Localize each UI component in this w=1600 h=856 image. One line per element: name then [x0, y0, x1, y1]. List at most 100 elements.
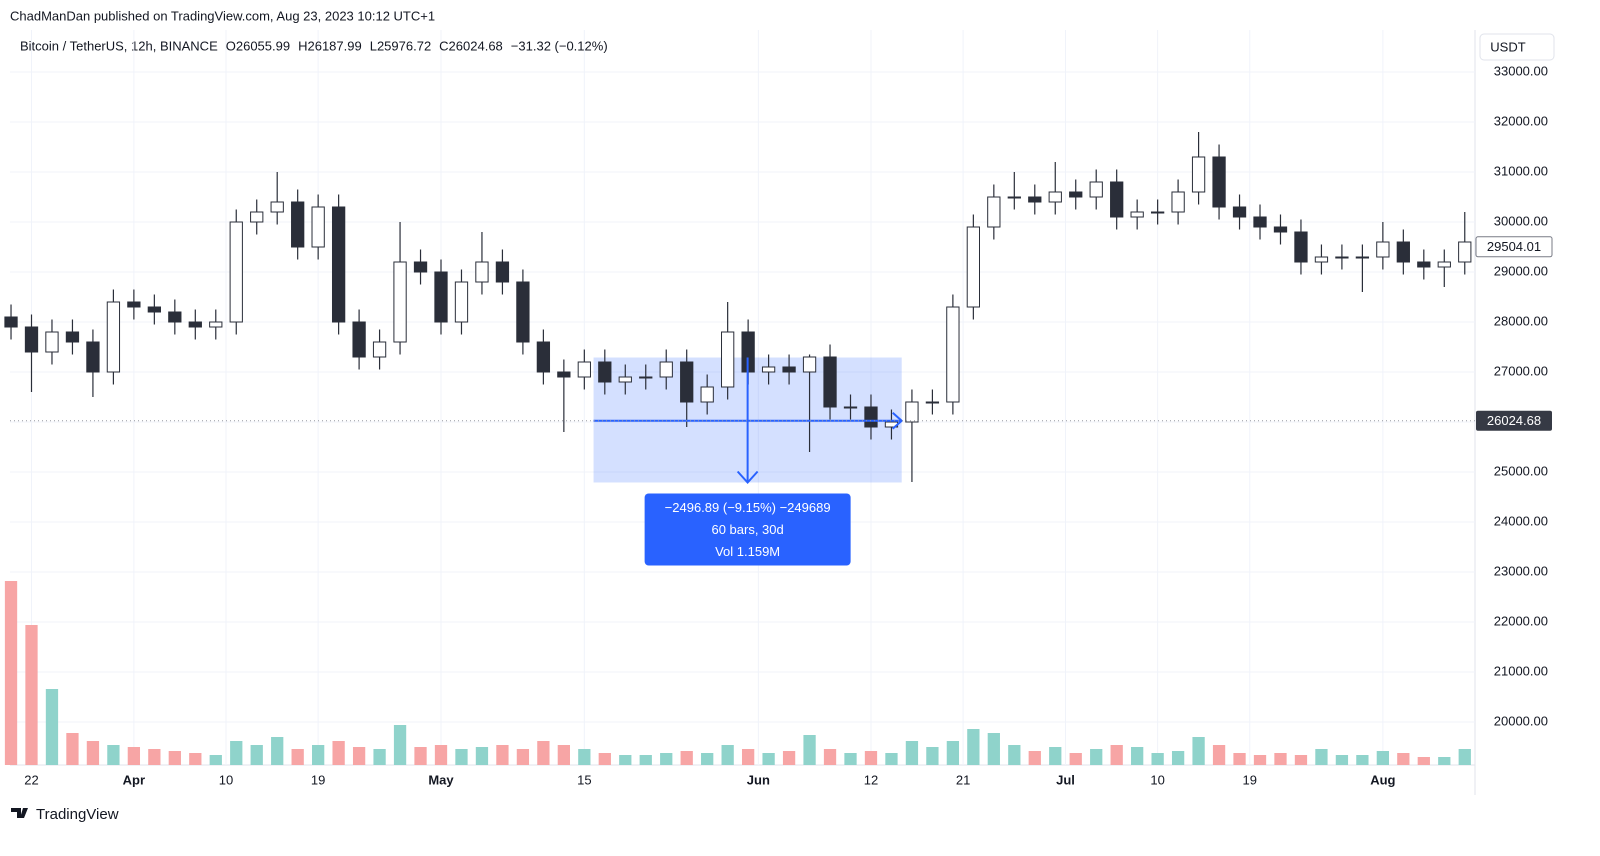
- y-tick-label: 22000.00: [1494, 613, 1548, 628]
- candle-body: [127, 301, 141, 308]
- last-price-box: [1476, 410, 1552, 431]
- candle-body: [106, 301, 121, 373]
- x-tick-label: 10: [219, 772, 233, 787]
- measure-label: 60 bars, 30d: [711, 522, 783, 537]
- volume-bar: [1212, 745, 1226, 765]
- volume-bar: [803, 735, 816, 765]
- volume-bar: [434, 745, 448, 765]
- candle-body: [24, 326, 39, 353]
- volume-bar: [1110, 745, 1123, 765]
- volume-bar: [332, 741, 345, 765]
- marked-price-box: [1475, 236, 1553, 258]
- x-tick-label: 22: [24, 772, 38, 787]
- volume-bar: [4, 581, 18, 765]
- volume-bar: [148, 749, 161, 765]
- currency-box[interactable]: [1479, 33, 1555, 61]
- candle-body: [1212, 156, 1226, 208]
- volume-bar: [885, 753, 898, 765]
- y-tick-label: 25000.00: [1494, 463, 1548, 478]
- candle-body: [802, 356, 817, 373]
- candle-body: [1417, 261, 1431, 268]
- candle-body: [1437, 261, 1451, 268]
- volume-bar: [496, 745, 509, 765]
- logo: TradingView: [11, 806, 119, 823]
- volume-bar: [967, 729, 980, 765]
- candle-body: [700, 386, 714, 403]
- candle-body: [823, 356, 837, 408]
- volume-bar: [66, 733, 79, 765]
- volume-bar: [1131, 747, 1144, 765]
- volume-bar: [516, 749, 530, 765]
- ohlc-value: −31.32 (−0.12%): [511, 38, 608, 53]
- candle-body: [331, 206, 346, 323]
- y-tick-label: 33000.00: [1494, 63, 1548, 78]
- ohlc-value: H26187.99: [298, 38, 362, 53]
- volume-bar: [762, 753, 775, 765]
- candle-body: [147, 306, 161, 313]
- candle-body: [1130, 211, 1144, 218]
- candle-body: [1273, 226, 1288, 233]
- x-tick-label: 21: [956, 772, 970, 787]
- volume-bar: [1356, 755, 1369, 765]
- y-tick-label: 20000.00: [1494, 713, 1548, 728]
- candle-body: [65, 331, 80, 343]
- candle-body: [1458, 241, 1472, 263]
- volume-bar: [537, 741, 550, 765]
- volume-bar: [1028, 751, 1041, 765]
- ohlc-value: L25976.72: [370, 38, 431, 53]
- volume-bar: [1274, 753, 1287, 765]
- candle-body: [45, 331, 59, 353]
- volume-bar: [598, 753, 611, 765]
- volume-bar: [1315, 749, 1328, 765]
- candle-body: [1232, 206, 1247, 218]
- candle-body: [291, 201, 305, 248]
- volume: [4, 581, 1471, 765]
- x-tick-label: Aug: [1370, 772, 1395, 787]
- measure-v-head: [736, 470, 759, 484]
- volume-bar: [557, 745, 570, 765]
- candle-body: [1396, 241, 1410, 263]
- candle-body: [1294, 231, 1308, 263]
- logo-icon: [11, 808, 28, 818]
- candle-body: [598, 361, 612, 383]
- candle-body: [1110, 181, 1124, 218]
- candle-body: [966, 226, 981, 308]
- candle-body: [454, 281, 469, 323]
- y-tick-label: 30000.00: [1494, 213, 1548, 228]
- volume-bar: [86, 741, 100, 765]
- volume-bar: [619, 755, 632, 765]
- volume-bar: [1397, 753, 1410, 765]
- candle-body: [536, 341, 551, 373]
- candle-body: [925, 401, 940, 404]
- candle-body: [1007, 196, 1021, 199]
- volume-bar: [823, 749, 837, 765]
- candle-body: [843, 406, 858, 409]
- candle-body: [1069, 191, 1083, 198]
- volume-bar: [127, 747, 141, 765]
- x-tick-label: Jun: [747, 772, 770, 787]
- volume-bar: [701, 753, 714, 765]
- measure-label: −2496.89 (−9.15%) −249689: [665, 500, 831, 515]
- candle-body: [761, 366, 776, 373]
- y-tick-label: 31000.00: [1494, 163, 1548, 178]
- candle-body: [209, 321, 223, 328]
- y-tick-label: 27000.00: [1494, 363, 1548, 378]
- candle-body: [1191, 156, 1206, 193]
- volume-bar: [45, 689, 59, 765]
- candle-body: [475, 261, 489, 283]
- candle-body: [1048, 191, 1062, 203]
- candle-body: [618, 376, 632, 383]
- candle-body: [495, 261, 510, 283]
- volume-bar: [230, 741, 243, 765]
- last-price-label: 26024.68: [1487, 413, 1541, 428]
- candle-body: [4, 316, 18, 328]
- x-tick-label: 12: [864, 772, 878, 787]
- volume-bar: [1438, 757, 1451, 765]
- volume-bar: [107, 745, 120, 765]
- x-tick-label: 15: [577, 772, 591, 787]
- candle-body: [393, 261, 407, 343]
- measure-tool: −2496.89 (−9.15%) −249689 60 bars, 30d Vol…: [593, 357, 904, 566]
- axes: 20000.00 21000.00 22000.00 23000.00 24000.00…: [10, 63, 1553, 787]
- volume-bar: [373, 749, 386, 765]
